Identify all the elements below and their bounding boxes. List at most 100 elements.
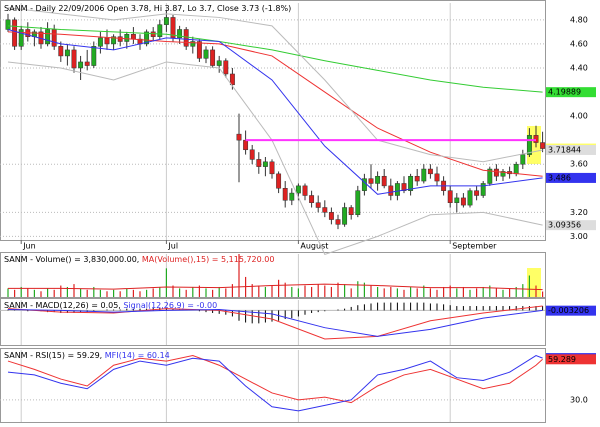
volume-bar — [14, 289, 16, 297]
volume-bar — [383, 288, 385, 297]
highlight — [527, 268, 541, 298]
y-tick-label: 30.0 — [570, 395, 588, 404]
volume-bar — [410, 286, 412, 297]
volume-bar — [502, 289, 504, 297]
volume-bar — [495, 288, 497, 297]
volume-bar — [198, 285, 200, 297]
volume-bar — [522, 284, 524, 297]
volume-bar — [40, 291, 42, 297]
candle-body — [289, 192, 295, 201]
volume-bar — [126, 288, 128, 297]
volume-bar — [53, 289, 55, 297]
volume-bar — [139, 291, 141, 297]
volume-bar — [377, 286, 379, 297]
volume-bar — [330, 286, 332, 297]
candle-body — [58, 46, 64, 57]
value-tag-label: 3.09356 — [548, 221, 581, 230]
candle-body — [309, 195, 315, 203]
candle-body — [388, 185, 394, 196]
volume-bar — [27, 288, 29, 297]
candle-body — [414, 175, 420, 182]
volume-bar — [535, 285, 537, 297]
volume-bar — [159, 286, 161, 297]
title-part: MFI(14) = 60.14 — [105, 351, 170, 360]
volume-bar — [449, 285, 451, 297]
line-series — [8, 283, 543, 291]
candle-body — [302, 185, 308, 196]
volume-bar — [271, 285, 273, 297]
title-part: SANM - Volume() = 3,830,000.00, — [4, 255, 142, 264]
title-part: SANM - Daily 22/09/2006 Open 3.78, Hi 3.… — [4, 4, 291, 13]
candle-body — [104, 37, 110, 45]
panel-title: SANM - Volume() = 3,830,000.00, MA(Volum… — [4, 255, 274, 264]
title-part: MA(Volume(),15) = 5,115,720.00 — [142, 255, 275, 264]
volume-bar — [93, 286, 95, 297]
y-tick-label: 4.60 — [570, 39, 588, 48]
candle-body — [493, 168, 499, 177]
candle-body — [348, 207, 354, 215]
volume-bar — [231, 284, 233, 297]
candle-body — [111, 36, 117, 45]
volume-bar — [205, 288, 207, 297]
candle-body — [342, 207, 348, 225]
panel-title: SANM - Daily 22/09/2006 Open 3.78, Hi 3.… — [4, 4, 291, 13]
volume-bar — [462, 286, 464, 297]
volume-bar — [284, 282, 286, 297]
volume-bar — [350, 288, 352, 297]
volume-bar — [251, 284, 253, 297]
candle-body — [18, 29, 24, 47]
value-tag — [546, 144, 596, 155]
candle-body — [540, 142, 546, 149]
line-series — [7, 309, 543, 337]
candle-body — [408, 175, 414, 191]
volume-bar — [344, 284, 346, 297]
price-panel — [0, 0, 546, 241]
volume-bar — [66, 286, 68, 297]
volume-bar — [146, 289, 148, 297]
y-tick-label: 4.00 — [570, 112, 588, 121]
candle-body — [91, 46, 97, 66]
candle-body — [45, 29, 51, 45]
candle-body — [480, 183, 486, 196]
volume-bar — [423, 285, 425, 297]
volume-bar — [482, 286, 484, 297]
candle-body — [328, 212, 334, 220]
line-series — [7, 25, 543, 93]
volume-bar — [528, 275, 530, 297]
volume-bar — [509, 288, 511, 297]
candle-body — [355, 190, 361, 215]
x-tick-label: September — [452, 242, 497, 251]
line-series — [7, 7, 543, 163]
candle-body — [130, 34, 136, 40]
candle-body — [117, 36, 123, 42]
value-tag-label: 59.289 — [548, 355, 576, 364]
candle-body — [249, 149, 255, 160]
y-tick-label: 3.20 — [570, 208, 588, 217]
volume-bar — [225, 288, 227, 297]
volume-bar — [264, 286, 266, 297]
value-tag — [546, 87, 596, 98]
candle-body — [262, 161, 268, 167]
y-tick-label: 3.60 — [570, 160, 588, 169]
volume-bar — [469, 289, 471, 297]
volume-bar — [416, 288, 418, 297]
title-part: Signal(12,26,9) = -0.00 — [123, 301, 217, 310]
volume-bar — [106, 291, 108, 297]
volume-bar — [390, 286, 392, 297]
candle-body — [236, 133, 242, 141]
candle-body — [375, 175, 381, 184]
volume-bar — [152, 288, 154, 297]
volume-bar — [311, 286, 313, 297]
value-tag-label: 4.19889 — [548, 88, 581, 97]
volume-bar — [179, 288, 181, 297]
candle-body — [421, 168, 427, 182]
y-tick-label: 4.40 — [570, 63, 588, 72]
volume-bar — [172, 285, 174, 297]
volume-bar — [258, 285, 260, 297]
candle-body — [368, 178, 374, 184]
candle-body — [190, 41, 196, 47]
candle-body — [64, 49, 70, 57]
candle-body — [467, 190, 473, 206]
